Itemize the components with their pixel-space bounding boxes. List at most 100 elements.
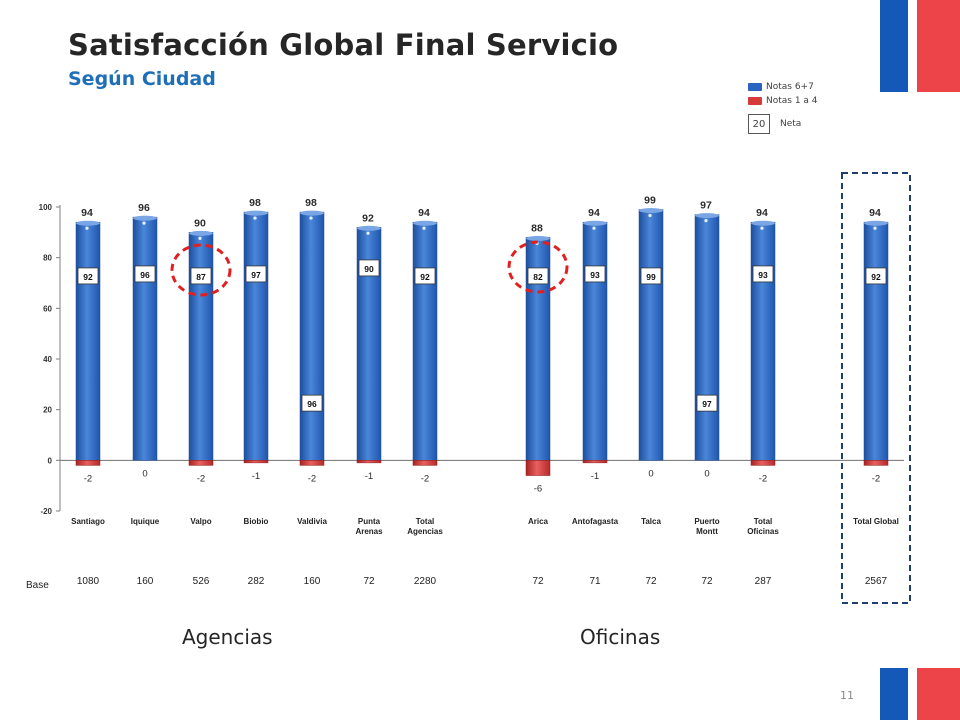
legend-label-negative: Notas 1 a 4 — [766, 96, 818, 106]
net-value-box — [190, 267, 212, 285]
legend-item-positive: Notas 6+7 — [748, 80, 818, 94]
net-value-label: 97 — [251, 270, 261, 280]
bar-positive-cap — [133, 215, 157, 221]
data-label-positive: 94 — [81, 207, 93, 219]
bar-positive-cap — [583, 220, 607, 226]
legend-item-negative: Notas 1 a 4 — [748, 94, 818, 108]
net-value-label: 92 — [420, 272, 430, 282]
bar-positive — [412, 221, 438, 461]
bar-positive-cap — [244, 210, 268, 216]
bar-positive — [638, 209, 664, 461]
net-value-box — [527, 267, 549, 285]
net-value-label: 93 — [758, 270, 768, 280]
chart-legend: Notas 6+7 Notas 1 a 4 20 Neta — [748, 80, 818, 134]
page-number: 11 — [840, 689, 854, 702]
data-label-positive: 94 — [588, 207, 600, 219]
bar-positive-cap — [357, 225, 381, 231]
net-value-box — [414, 267, 436, 285]
highlight-circle — [170, 243, 232, 297]
legend-label-positive: Notas 6+7 — [766, 82, 814, 92]
data-label-positive: 98 — [249, 197, 261, 209]
bar-positive-cap — [189, 230, 213, 236]
data-label-positive: 92 — [362, 212, 374, 224]
data-label-positive: 96 — [138, 202, 150, 214]
bar-negative — [75, 460, 101, 466]
net-value-label: 87 — [196, 272, 206, 282]
category-label: Oficinas — [747, 527, 779, 536]
data-label-positive: 94 — [756, 207, 768, 219]
bar-positive-cap — [413, 220, 437, 226]
group-label-agencias: Agencias — [182, 625, 273, 649]
bar-positive — [582, 221, 608, 461]
net-value-label: 82 — [533, 272, 543, 282]
bar-top-marker — [704, 219, 708, 223]
base-value: 72 — [701, 576, 713, 587]
bar-top-marker — [592, 226, 596, 230]
data-label-positive: 99 — [644, 195, 656, 207]
chile-flag-bottom — [880, 668, 960, 720]
total-frame — [841, 172, 911, 604]
bar-negative — [188, 460, 214, 466]
base-value: 282 — [248, 576, 265, 587]
bar-positive — [750, 221, 776, 461]
category-label: Antofagasta — [572, 517, 619, 526]
category-label: Arenas — [355, 527, 383, 536]
base-value: 160 — [304, 576, 321, 587]
category-label: Biobio — [244, 517, 269, 526]
data-label-positive: 88 — [531, 222, 543, 234]
bar-negative — [750, 460, 776, 466]
net-value-label: 93 — [590, 270, 600, 280]
net-value-label: 99 — [646, 272, 656, 282]
net-value-box — [77, 267, 99, 285]
net-value-box — [640, 267, 662, 285]
base-row-label: Base — [26, 580, 49, 591]
data-label-positive: 94 — [418, 207, 430, 219]
category-label: Total — [416, 517, 435, 526]
bar-positive — [132, 216, 158, 461]
base-value: 2567 — [865, 576, 888, 587]
data-label-negative: -1 — [591, 471, 599, 482]
bar-positive-cap — [526, 235, 550, 241]
data-label-positive: 90 — [194, 217, 206, 229]
data-label-negative: -2 — [197, 473, 205, 484]
bar-top-marker — [648, 213, 652, 218]
bar-positive-cap — [76, 220, 100, 226]
y-tick-label: 60 — [43, 304, 52, 313]
y-tick-label: 100 — [39, 203, 53, 212]
highlight-circle — [507, 240, 569, 294]
net-value-box — [358, 259, 380, 277]
group-label-oficinas: Oficinas — [580, 625, 661, 649]
net-value-label: 92 — [871, 272, 881, 282]
net-value-label: 96 — [140, 270, 150, 280]
data-label-negative: 0 — [648, 468, 653, 479]
net-value-label: 97 — [702, 399, 712, 409]
bar-negative — [412, 460, 438, 466]
bar-top-marker — [873, 226, 877, 230]
base-value: 72 — [532, 576, 544, 587]
base-value: 287 — [755, 576, 772, 587]
bar-positive-cap — [300, 210, 324, 216]
bar-top-marker — [422, 226, 426, 230]
bar-positive — [75, 221, 101, 461]
y-tick-label: 40 — [43, 355, 52, 364]
bar-positive — [188, 232, 214, 461]
y-tick-label: -20 — [40, 507, 52, 516]
bar-top-marker — [142, 221, 146, 225]
bar-positive-cap — [751, 220, 775, 226]
data-label-negative: -2 — [759, 473, 767, 484]
net-value-box — [584, 265, 606, 283]
legend-item-net: 20 Neta — [748, 114, 818, 134]
category-label: Talca — [641, 517, 661, 526]
bar-top-marker — [309, 216, 313, 220]
category-label: Valpo — [190, 517, 211, 526]
bar-top-marker — [253, 216, 257, 220]
data-label-negative: -1 — [365, 471, 373, 482]
data-label-negative: 0 — [142, 468, 147, 479]
base-value: 1080 — [77, 576, 100, 587]
data-label-negative: -2 — [872, 473, 880, 484]
page-title: Satisfacción Global Final Servicio — [68, 28, 619, 62]
category-label: Total Global — [853, 517, 899, 526]
data-label-positive: 97 — [700, 200, 712, 212]
bar-positive-cap — [864, 220, 888, 226]
category-label: Santiago — [71, 517, 105, 526]
